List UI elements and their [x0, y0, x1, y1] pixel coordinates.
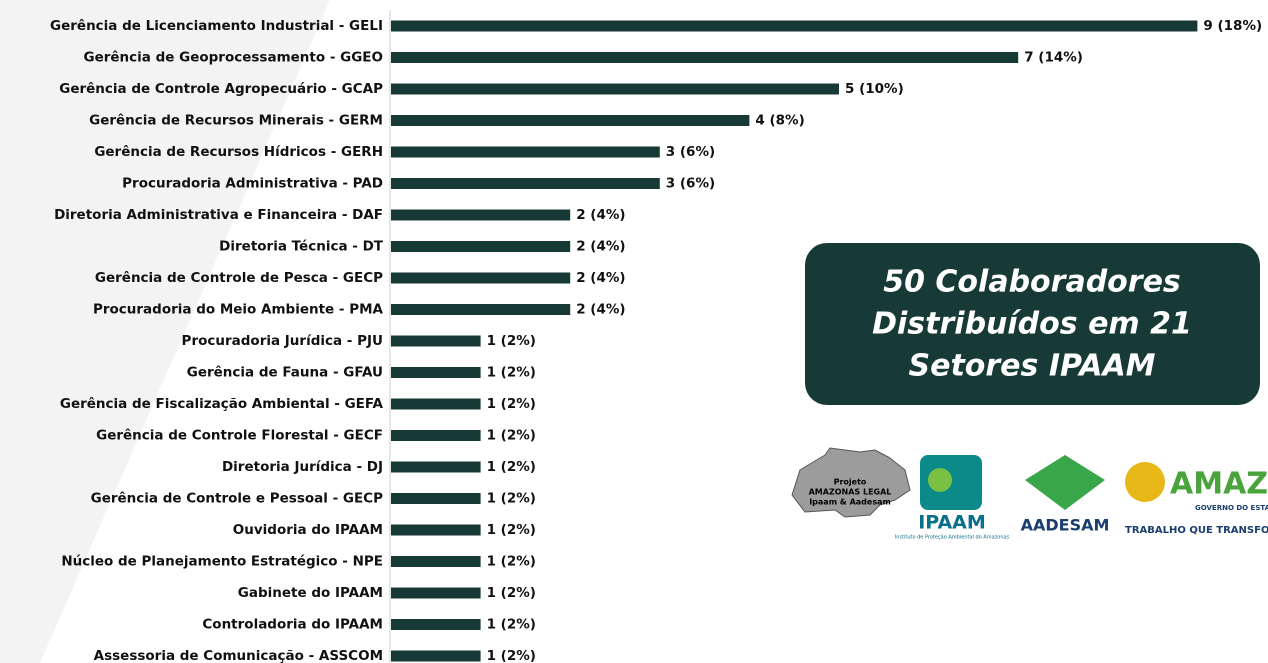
category-label: Gerência de Recursos Hídricos - GERH [94, 144, 383, 160]
bar [391, 430, 481, 441]
logos: Projeto AMAZONAS LEGAL Ipaam & Aadesam I… [791, 447, 1268, 541]
category-label: Gerência de Recursos Minerais - GERM [89, 113, 383, 129]
background-shape [0, 0, 330, 663]
amazonas-logo-subtext: GOVERNO DO ESTADO [1195, 504, 1268, 512]
value-label: 7 (14%) [1024, 50, 1083, 66]
amazonas-logo-text: AMAZONAS [1170, 467, 1268, 502]
value-label: 1 (2%) [487, 491, 536, 507]
annotation: Setores IPAAM [908, 349, 1155, 384]
category-label: Diretoria Jurídica - DJ [222, 459, 383, 475]
value-label: 3 (6%) [666, 176, 715, 192]
amazonas-logo-emblem [1125, 462, 1165, 502]
ipaam-logo-subtext: Instituto de Proteção Ambiental do Amazo… [895, 535, 1010, 541]
category-label: Ouvidoria do IPAAM [233, 522, 383, 538]
bar [391, 83, 839, 95]
category-label: Diretoria Administrativa e Financeira - … [54, 207, 383, 223]
bar [391, 52, 1019, 63]
project-logo-text: AMAZONAS LEGAL [809, 488, 892, 497]
value-label: 1 (2%) [487, 365, 536, 381]
annotation: 50 Colaboradores [883, 265, 1181, 300]
value-label: 3 (6%) [666, 144, 715, 160]
value-label: 2 (4%) [576, 239, 625, 255]
category-label: Procuradoria Jurídica - PJU [182, 333, 383, 349]
project-logo-text: Ipaam & Aadesam [809, 498, 891, 507]
bar [391, 20, 1198, 32]
category-label: Gabinete do IPAAM [238, 585, 383, 601]
bar [391, 367, 481, 378]
value-label: 5 (10%) [845, 81, 904, 97]
value-label: 9 (18%) [1203, 18, 1262, 34]
category-label: Núcleo de Planejamento Estratégico - NPE [61, 554, 383, 570]
category-label: Gerência de Fauna - GFAU [187, 365, 383, 381]
aadesam-logo-text: AADESAM [1021, 516, 1110, 535]
bar [391, 650, 481, 662]
value-label: 1 (2%) [487, 522, 536, 538]
category-label: Procuradoria do Meio Ambiente - PMA [93, 302, 384, 318]
category-label: Gerência de Licenciamento Industrial - G… [50, 18, 383, 34]
amazonas-logo-slogan: TRABALHO QUE TRANSFORMA [1125, 525, 1268, 536]
bar [391, 556, 481, 567]
value-label: 1 (2%) [487, 554, 536, 570]
value-label: 2 (4%) [576, 270, 625, 286]
project-logo-shape [791, 447, 911, 518]
bar [391, 398, 481, 410]
category-label: Gerência de Controle Florestal - GECF [96, 428, 383, 444]
value-label: 1 (2%) [487, 428, 536, 444]
value-label: 1 (2%) [487, 459, 536, 475]
annotation-box [805, 243, 1260, 405]
bar [391, 241, 571, 252]
bar [391, 178, 660, 189]
value-label: 1 (2%) [487, 617, 536, 633]
category-label: Gerência de Controle e Pessoal - GECP [91, 491, 383, 507]
category-label: Gerência de Controle Agropecuário - GCAP [59, 81, 383, 97]
value-label: 1 (2%) [487, 585, 536, 601]
project-logo-text: Projeto [834, 478, 867, 487]
bar [391, 587, 481, 599]
category-label: Gerência de Geoprocessamento - GGEO [84, 50, 384, 66]
bar [391, 493, 481, 504]
bar [391, 304, 571, 315]
category-label: Controladoria do IPAAM [202, 617, 383, 633]
value-label: 1 (2%) [487, 396, 536, 412]
value-label: 4 (8%) [755, 113, 804, 129]
category-label: Diretoria Técnica - DT [219, 239, 384, 255]
bar [391, 335, 481, 347]
category-label: Procuradoria Administrativa - PAD [122, 176, 383, 192]
bar [391, 272, 571, 284]
ipaam-logo-text: IPAAM [918, 512, 986, 534]
bar [391, 461, 481, 473]
value-label: 1 (2%) [487, 333, 536, 349]
aadesam-logo-shape [1025, 455, 1105, 510]
category-label: Gerência de Controle de Pesca - GECP [95, 270, 383, 286]
value-label: 2 (4%) [576, 207, 625, 223]
bar [391, 524, 481, 536]
category-label: Gerência de Fiscalização Ambiental - GEF… [60, 396, 384, 412]
bar [391, 115, 750, 126]
value-label: 1 (2%) [487, 648, 536, 663]
annotation: Distribuídos em 21 [872, 307, 1192, 342]
ipaam-logo-leaf [928, 468, 952, 492]
bar [391, 146, 660, 158]
bar [391, 619, 481, 630]
value-label: 2 (4%) [576, 302, 625, 318]
category-label: Assessoria de Comunicação - ASSCOM [94, 648, 383, 663]
bar [391, 209, 571, 221]
